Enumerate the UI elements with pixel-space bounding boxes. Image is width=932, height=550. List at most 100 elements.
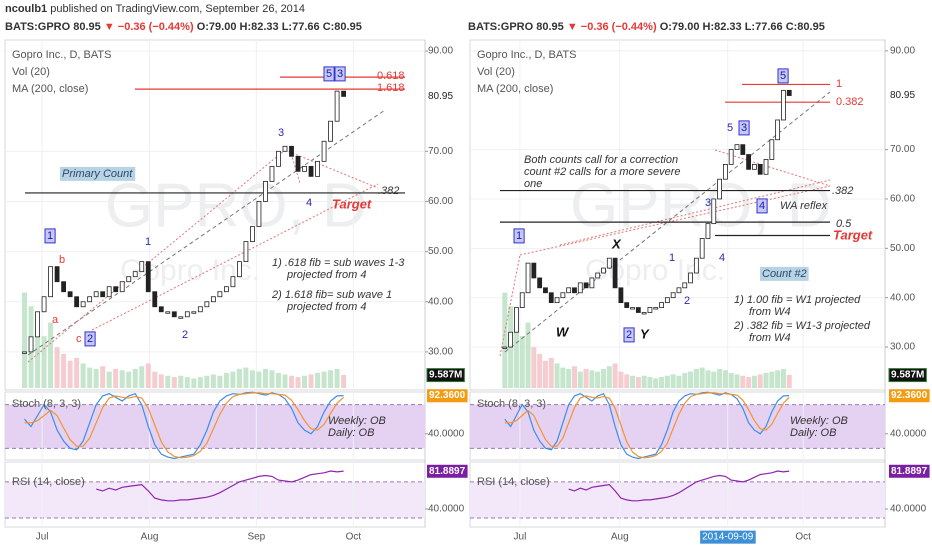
volume-bar <box>647 377 653 388</box>
label-box <box>323 66 335 82</box>
volume-bar <box>740 375 746 388</box>
candle <box>230 276 236 288</box>
volume-bar <box>670 374 676 388</box>
candle <box>61 281 67 293</box>
candle <box>514 307 519 333</box>
label-box <box>756 198 768 214</box>
volume-bar <box>676 375 682 388</box>
volume-bar <box>525 322 531 388</box>
published: published on TradingView.com, September … <box>50 3 305 15</box>
candle <box>263 181 268 202</box>
last-stoch: 92.3600 <box>891 390 928 401</box>
candle <box>757 164 763 175</box>
annotation: 1 <box>516 230 522 242</box>
volume-bar <box>583 368 589 388</box>
volume-bar <box>223 373 229 388</box>
volume-bar <box>513 326 519 388</box>
annotation: Daily: OB <box>790 427 836 439</box>
volume-bar <box>328 370 334 388</box>
annotation: WA reflex <box>780 200 828 212</box>
x-tick-label: Aug <box>141 532 159 543</box>
candle <box>74 296 80 308</box>
annotation: .382 <box>832 185 853 197</box>
candle <box>781 89 786 121</box>
volume-bar <box>171 377 177 388</box>
trend-line <box>284 149 379 189</box>
y-tick-label: 50.00 <box>428 246 453 257</box>
volume-bar <box>751 375 757 388</box>
volume-bar <box>693 368 699 388</box>
change: ▼ −0.36 (−0.44%) <box>567 21 657 33</box>
volume-bar <box>664 375 670 388</box>
annotation: c <box>76 333 82 345</box>
candle <box>302 165 307 172</box>
candle <box>100 291 106 298</box>
annotation: 1 <box>47 230 53 242</box>
annotation: 1) .618 fib = sub waves 1-3 <box>272 257 405 269</box>
candle <box>223 286 229 293</box>
volume-bar <box>269 370 275 388</box>
candle <box>548 292 554 304</box>
volume-bar <box>531 347 537 388</box>
candle <box>606 257 612 269</box>
rsi-label: RSI (14, close) <box>12 476 85 488</box>
candle <box>158 306 164 313</box>
candle <box>113 286 119 293</box>
watermark: GPRO, D <box>105 171 367 240</box>
candle <box>243 241 249 263</box>
candle <box>217 291 223 298</box>
candle <box>269 165 275 182</box>
annotation: 2) .382 fib = W1-3 projected <box>733 320 871 332</box>
author: ncoulb1 <box>5 3 47 15</box>
candle <box>171 311 177 318</box>
candle <box>204 301 210 308</box>
candle <box>35 311 40 338</box>
candle <box>87 296 93 303</box>
last-rsi: 81.8897 <box>429 466 466 477</box>
annotation: 4 <box>719 252 725 264</box>
candle <box>502 346 508 349</box>
volume-bar <box>571 366 577 388</box>
volume-bar <box>589 370 595 388</box>
candle <box>775 119 781 141</box>
candle <box>752 164 757 170</box>
stoch-line <box>24 391 344 460</box>
annotation: Weekly: OB <box>790 415 848 427</box>
annotation: 2 <box>684 295 690 307</box>
volume-bar <box>769 371 775 388</box>
volume-bar <box>256 371 262 388</box>
trend-line <box>27 149 286 363</box>
volume-bar <box>289 375 295 388</box>
candle <box>276 150 281 167</box>
candle <box>152 291 158 308</box>
candle <box>41 296 47 313</box>
rsi-band <box>5 481 425 518</box>
label-box <box>623 327 635 343</box>
volume-bar <box>61 353 67 388</box>
volume-bar <box>606 366 612 388</box>
annotation: 3 <box>278 127 284 139</box>
volume-bar <box>688 371 694 388</box>
volume-bar <box>230 371 236 388</box>
volume-bar <box>659 377 665 388</box>
annotation: W <box>556 324 570 339</box>
volume-bar <box>618 371 624 388</box>
volume-bar <box>139 366 145 388</box>
volume-bar <box>548 358 554 388</box>
volume-bar <box>204 375 210 388</box>
last: 80.95 <box>536 21 564 33</box>
candle <box>145 261 151 293</box>
y-tick-label: 30.00 <box>428 347 453 358</box>
stoch-line <box>504 392 790 459</box>
x-tick-label: Jul <box>514 532 527 543</box>
annotation: 2) 1.618 fib= sub wave 1 <box>271 289 392 301</box>
candle <box>210 296 216 303</box>
watermark: Gopro Inc. <box>585 254 725 287</box>
candle <box>295 155 301 172</box>
annotation: 4 <box>306 197 312 209</box>
volume-bar <box>35 326 41 388</box>
high: H:82.33 <box>240 21 279 33</box>
candle <box>583 282 589 289</box>
volume-bar <box>682 373 688 388</box>
